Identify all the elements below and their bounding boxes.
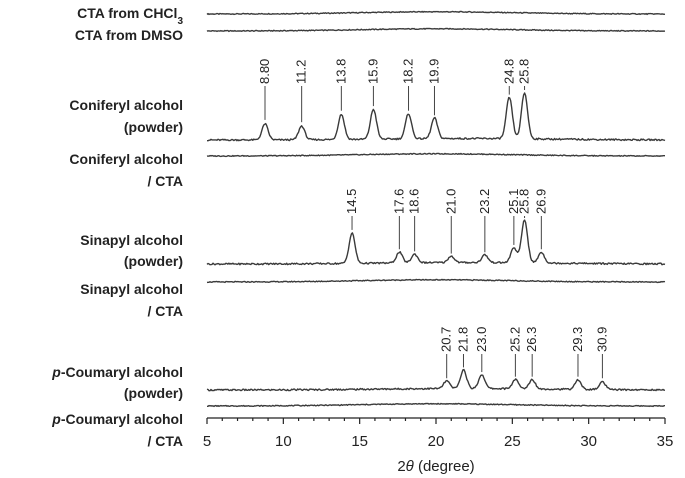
sinapyl-cta-trace: [206, 278, 666, 284]
peak-labels: 8.80 11.2 13.8 15.9 18.2 19.9 24.8 25.814.5 17.6…: [257, 59, 609, 379]
sinapyl-cta-label-text: / CTA: [147, 303, 183, 319]
cta-chcl3-label-line-1: CTA from CHCl3: [77, 5, 183, 27]
coniferyl-powder-peak-label: 18.2: [401, 59, 416, 84]
coumaryl-cta-label-text: / CTA: [147, 433, 183, 449]
sinapyl-powder-trace: [206, 219, 666, 266]
coniferyl-powder-peak-label: 11.2: [294, 60, 309, 84]
x-tick-label: 20: [428, 433, 445, 450]
coumaryl-powder-peak-label: 29.3: [570, 327, 585, 352]
sinapyl-powder-peak-label: 26.9: [533, 189, 548, 214]
coumaryl-cta-trace: [207, 402, 665, 408]
coumaryl-powder-label-text: p: [51, 364, 61, 380]
coniferyl-powder-peak-label: 25.8: [517, 59, 532, 84]
coumaryl-powder-label-line-1: p-Coumaryl alcohol: [51, 364, 183, 380]
x-tick-label: 15: [351, 433, 368, 450]
coniferyl-powder-peak-label: 13.8: [333, 59, 348, 84]
coniferyl-cta-label-line-2: / CTA: [147, 173, 183, 189]
sinapyl-powder-peak-label: 21.0: [443, 189, 458, 214]
sinapyl-powder-peak-label: 18.6: [407, 189, 422, 214]
sinapyl-powder-label-line-1: Sinapyl alcohol: [80, 232, 183, 248]
coniferyl-powder-label-text: Coniferyl alcohol: [69, 97, 183, 113]
cta-dmso-trace: [206, 27, 666, 33]
cta-dmso-label-text: CTA from DMSO: [75, 27, 183, 43]
coumaryl-cta-label-text: -Coumaryl alcohol: [61, 411, 183, 427]
coniferyl-powder-peak-label: 24.8: [501, 59, 516, 84]
coumaryl-powder-peak-label: 23.0: [474, 327, 489, 352]
coniferyl-cta-label-text: Coniferyl alcohol: [69, 151, 183, 167]
sinapyl-powder-label-text: Sinapyl alcohol: [80, 232, 183, 248]
cta-chcl3-label-text: CTA from CHCl: [77, 5, 177, 21]
x-axis-label-unit: (degree): [414, 458, 475, 475]
x-tick-label: 5: [203, 433, 211, 450]
sinapyl-cta-label-line-2: / CTA: [147, 303, 183, 319]
coniferyl-powder-label-line-2: (powder): [124, 119, 183, 135]
x-tick-label: 10: [275, 433, 292, 450]
coumaryl-powder-peak-label: 25.2: [507, 327, 522, 352]
cta-chcl3-label-text: 3: [177, 16, 183, 27]
sinapyl-powder-peak-label: 14.5: [344, 189, 359, 214]
coumaryl-cta-label-line-1: p-Coumaryl alcohol: [51, 411, 183, 427]
coniferyl-powder-label-text: (powder): [124, 119, 183, 135]
sinapyl-powder-label-text: (powder): [124, 253, 183, 269]
coumaryl-powder-label-text: -Coumaryl alcohol: [61, 364, 183, 380]
coniferyl-cta-label-line-1: Coniferyl alcohol: [69, 151, 183, 167]
x-tick-label: 30: [580, 433, 597, 450]
coniferyl-powder-label-line-1: Coniferyl alcohol: [69, 97, 183, 113]
x-axis-label-theta: θ: [406, 458, 414, 475]
sinapyl-powder-peak-label: 25.1: [506, 189, 521, 214]
cta-chcl3-trace: [206, 10, 666, 16]
sinapyl-powder-peak-label: 25.8: [517, 189, 532, 214]
sinapyl-powder-peak-label: 23.2: [477, 189, 492, 214]
coumaryl-powder-peak-label: 21.8: [455, 327, 470, 352]
sinapyl-powder-label-line-2: (powder): [124, 253, 183, 269]
coumaryl-cta-label-text: p: [51, 411, 61, 427]
coumaryl-powder-peak-label: 20.7: [439, 327, 454, 352]
sinapyl-cta-label-line-1: Sinapyl alcohol: [80, 281, 183, 297]
coumaryl-powder-label-text: (powder): [124, 385, 183, 401]
coumaryl-cta-label-line-2: / CTA: [147, 433, 183, 449]
coniferyl-powder-trace: [207, 92, 666, 142]
coniferyl-cta-trace: [206, 152, 665, 158]
coniferyl-powder-peak-label: 8.80: [257, 59, 272, 84]
cta-dmso-label-line-1: CTA from DMSO: [75, 27, 183, 43]
coniferyl-cta-label-text: / CTA: [147, 173, 183, 189]
sinapyl-powder-peak-label: 17.6: [391, 189, 406, 214]
x-axis-label-prefix: 2: [397, 458, 405, 475]
coumaryl-powder-label-line-2: (powder): [124, 385, 183, 401]
coumaryl-powder-peak-label: 30.9: [594, 327, 609, 352]
x-tick-label: 25: [504, 433, 521, 450]
x-tick-label: 35: [657, 433, 674, 450]
sinapyl-cta-label-text: Sinapyl alcohol: [80, 281, 183, 297]
coniferyl-powder-peak-label: 19.9: [426, 59, 441, 84]
diffraction-traces: [206, 10, 666, 408]
x-axis: 5 10 15 20 25 30 35: [203, 417, 674, 450]
coniferyl-powder-peak-label: 15.9: [365, 59, 380, 84]
coumaryl-powder-peak-label: 26.3: [524, 327, 539, 352]
x-axis-label: 2θ (degree): [397, 458, 474, 475]
coumaryl-powder-trace: [206, 368, 665, 392]
